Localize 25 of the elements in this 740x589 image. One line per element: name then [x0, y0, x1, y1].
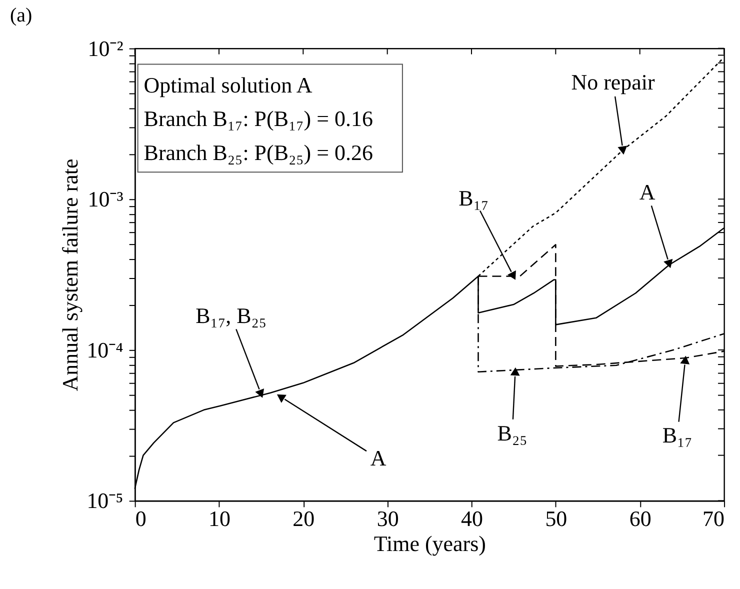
annotation: A — [370, 446, 386, 471]
annotation: B₁₇ — [458, 185, 489, 210]
annotation: Branch B₂₅: P(B₂₅) = 0.26 — [144, 140, 373, 166]
x-tick-label: 40 — [461, 506, 484, 532]
x-tick-label: 0 — [135, 506, 146, 532]
x-tick-label: 70 — [702, 506, 725, 532]
annotation: B₁₇ — [662, 422, 692, 448]
y-axis-title: Annual system failure rate — [58, 158, 83, 392]
annotation: A — [639, 179, 656, 204]
y-tick-label: 10⁻⁵ — [86, 488, 124, 514]
annotation: B₁₇, B₂₅ — [196, 303, 267, 328]
annotation: Branch B₁₇: P(B₁₇) = 0.16 — [144, 106, 373, 132]
x-tick-label: 50 — [545, 506, 568, 532]
x-tick-label: 60 — [629, 506, 652, 532]
annotation: Optimal solution A — [144, 72, 312, 98]
x-tick-label: 30 — [376, 506, 399, 532]
x-tick-label: 10 — [208, 506, 230, 532]
y-tick-label: 10⁻² — [88, 36, 124, 61]
chart-title: (a) — [10, 4, 32, 26]
annotation: No repair — [571, 70, 656, 95]
y-tick-label: 10⁻³ — [88, 186, 124, 212]
y-tick-label: 10⁻⁴ — [86, 337, 124, 362]
x-tick-label: 20 — [292, 506, 315, 532]
x-axis-title: Time (years) — [374, 531, 486, 556]
annotation: B₂₅ — [497, 420, 528, 446]
